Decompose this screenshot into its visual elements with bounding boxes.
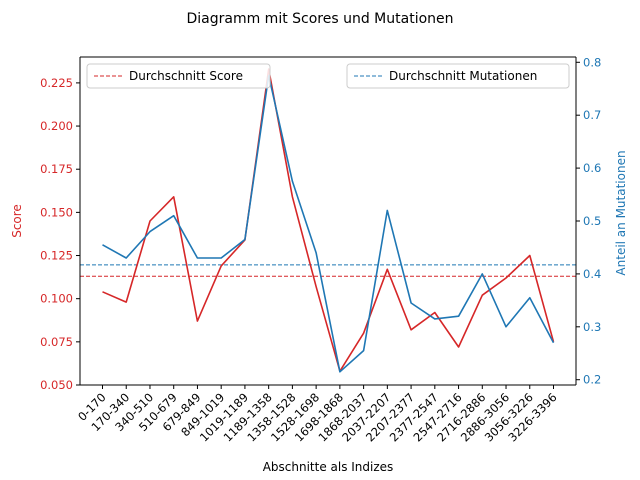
y-left-tick-label: 0.125 (40, 249, 73, 263)
plot-area: 0.050 0.075 0.100 0.125 0.150 0.175 0.200 0.225… (40, 55, 601, 444)
series-line-score (102, 68, 555, 373)
y-left-tick-label: 0.225 (40, 76, 73, 90)
y-left-tick-label: 0.075 (40, 335, 73, 349)
chart-title: Diagramm mit Scores und Mutationen (186, 11, 453, 27)
legend-mutations-box (346, 63, 570, 89)
y-axis-left-label: Score (10, 204, 24, 238)
legend-score-label: Durchschnitt Score (129, 69, 243, 83)
y-right-tick-label: 0.3 (583, 320, 601, 334)
x-axis-label: Abschnitte als Indizes (263, 460, 394, 474)
y-right-tick-label: 0.8 (583, 55, 601, 69)
y-left-tick-label: 0.175 (40, 162, 73, 176)
legend-score-box (86, 63, 271, 89)
y-right-tick-label: 0.6 (583, 161, 601, 175)
y-right-tick-label: 0.2 (583, 373, 601, 387)
y-axis-right-label: Anteil an Mutationen (614, 150, 628, 275)
legend-mutations-label: Durchschnitt Mutationen (389, 69, 537, 83)
y-right-tick-label: 0.4 (583, 267, 601, 281)
y-left-tick-label: 0.150 (40, 205, 73, 219)
y-left-tick-label: 0.050 (40, 378, 73, 392)
series-line-mutations (102, 74, 555, 373)
y-left-tick-label: 0.100 (40, 292, 73, 306)
y-left-tick-label: 0.200 (40, 119, 73, 133)
y-right-tick-label: 0.5 (583, 214, 601, 228)
y-right-tick-label: 0.7 (583, 108, 601, 122)
